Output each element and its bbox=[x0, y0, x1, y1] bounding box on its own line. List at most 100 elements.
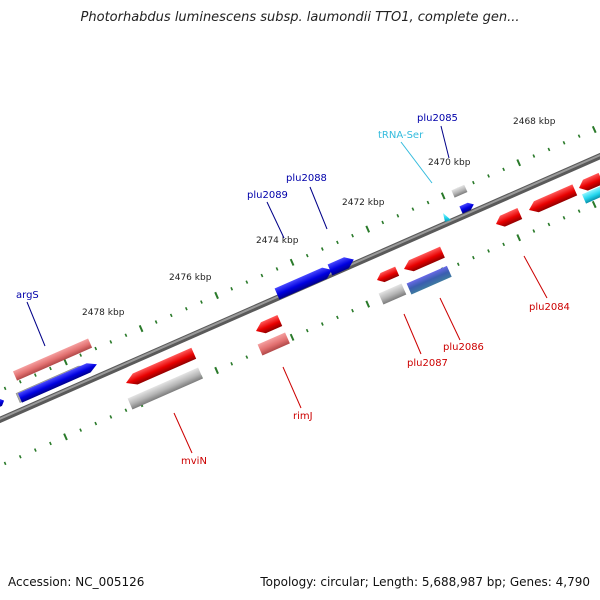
major-tick bbox=[289, 333, 295, 341]
trna-ser-arrow[interactable] bbox=[443, 213, 451, 222]
minor-tick bbox=[33, 448, 37, 452]
gene-label-rimJ[interactable]: rimJ bbox=[293, 411, 313, 422]
major-tick bbox=[591, 125, 597, 134]
gene-arrow-plu2089[interactable] bbox=[274, 264, 335, 300]
outer-scale-ticks bbox=[3, 125, 597, 391]
minor-tick bbox=[411, 207, 415, 211]
minor-tick bbox=[547, 222, 551, 227]
minor-tick bbox=[487, 174, 490, 178]
major-tick bbox=[214, 291, 219, 300]
minor-tick bbox=[94, 421, 98, 426]
minor-tick bbox=[532, 229, 536, 233]
minor-tick bbox=[562, 215, 566, 220]
gene-arrow-red[interactable] bbox=[402, 246, 445, 275]
gene-arrow-cyan[interactable] bbox=[581, 186, 600, 204]
minor-tick bbox=[275, 267, 279, 271]
minor-tick bbox=[472, 255, 475, 260]
minor-tick bbox=[487, 249, 490, 253]
major-tick bbox=[516, 234, 522, 242]
minor-tick bbox=[94, 346, 98, 351]
scale-label-2468: 2468 kbp bbox=[513, 117, 556, 127]
gene-arrow-plu2085[interactable] bbox=[459, 201, 475, 214]
minor-tick bbox=[3, 386, 7, 391]
accession-text: Accession: NC_005126 bbox=[8, 575, 145, 589]
minor-tick bbox=[532, 154, 536, 158]
gene-arrow-plu2088[interactable] bbox=[327, 254, 357, 276]
gene-label-plu2089[interactable]: plu2089 bbox=[247, 190, 288, 201]
minor-tick bbox=[502, 242, 506, 247]
minor-tick bbox=[33, 373, 37, 377]
minor-tick bbox=[200, 300, 203, 304]
minor-tick bbox=[109, 340, 113, 344]
scale-label-2472: 2472 kbp bbox=[342, 198, 385, 208]
minor-tick bbox=[426, 200, 430, 205]
gene-arrow-plu2087[interactable] bbox=[375, 266, 400, 285]
minor-tick bbox=[169, 313, 173, 318]
map-title: Photorhabdus luminescens subsp. laumondi… bbox=[80, 10, 520, 25]
minor-tick bbox=[49, 366, 52, 371]
major-tick bbox=[516, 159, 522, 167]
gene-label-plu2087[interactable]: plu2087 bbox=[407, 358, 448, 369]
minor-tick bbox=[184, 306, 188, 311]
major-tick bbox=[365, 225, 371, 233]
minor-tick bbox=[109, 415, 113, 419]
minor-tick bbox=[320, 322, 324, 326]
minor-tick bbox=[260, 273, 264, 278]
gene-arrow-red[interactable] bbox=[527, 184, 578, 215]
minor-tick bbox=[124, 333, 128, 338]
topology-summary: Topology: circular; Length: 5,688,987 bp… bbox=[260, 575, 590, 589]
gene-arrow[interactable] bbox=[17, 360, 99, 403]
minor-tick bbox=[320, 247, 324, 251]
gene-label-trna-ser[interactable]: tRNA-Ser bbox=[378, 130, 424, 141]
minor-tick bbox=[245, 280, 249, 284]
minor-tick bbox=[245, 355, 249, 359]
scale-label-2474: 2474 kbp bbox=[256, 236, 299, 246]
scale-label-2476: 2476 kbp bbox=[169, 273, 212, 283]
scale-label-2478: 2478 kbp bbox=[82, 308, 125, 318]
gene-label-plu2088[interactable]: plu2088 bbox=[286, 173, 327, 184]
forward-strand-genes bbox=[0, 184, 600, 409]
gene-arrow-plu2084[interactable] bbox=[494, 208, 523, 229]
gene-arrow[interactable] bbox=[0, 397, 6, 409]
minor-tick bbox=[18, 454, 22, 459]
gene-arrow-argS[interactable] bbox=[12, 338, 93, 381]
minor-tick bbox=[124, 408, 128, 413]
major-tick bbox=[289, 258, 295, 266]
major-tick bbox=[214, 366, 219, 375]
minor-tick bbox=[336, 240, 339, 245]
gene-arrow-plu2086[interactable] bbox=[406, 265, 452, 295]
minor-tick bbox=[79, 428, 83, 432]
gene-box-gray[interactable] bbox=[127, 367, 203, 410]
minor-tick bbox=[3, 461, 7, 466]
gene-box-gray[interactable] bbox=[451, 184, 468, 198]
minor-tick bbox=[562, 140, 566, 145]
gene-label-plu2085[interactable]: plu2085 bbox=[417, 113, 458, 124]
minor-tick bbox=[502, 167, 506, 172]
minor-tick bbox=[49, 441, 52, 446]
gene-arrow-red[interactable] bbox=[577, 172, 600, 194]
gene-box-pink[interactable] bbox=[257, 332, 290, 356]
major-tick bbox=[365, 300, 371, 308]
label-leaders bbox=[26, 125, 548, 454]
gene-labels: plu2085 tRNA-Ser plu2088 plu2089 argS pl… bbox=[16, 113, 570, 467]
minor-tick bbox=[381, 220, 385, 225]
gene-label-mviN[interactable]: mviN bbox=[181, 456, 207, 467]
minor-tick bbox=[472, 180, 475, 185]
major-tick bbox=[591, 200, 597, 209]
scale-labels: 2468 kbp 2470 kbp 2472 kbp 2474 kbp 2476… bbox=[82, 117, 556, 318]
gene-label-plu2084[interactable]: plu2084 bbox=[529, 302, 570, 313]
gene-arrow-mviN[interactable] bbox=[124, 347, 197, 389]
minor-tick bbox=[577, 134, 581, 138]
inner-scale-ticks bbox=[3, 200, 597, 466]
gene-box-gray[interactable] bbox=[378, 283, 407, 305]
minor-tick bbox=[305, 328, 309, 333]
minor-tick bbox=[351, 308, 354, 313]
minor-tick bbox=[351, 233, 354, 238]
scale-label-2470: 2470 kbp bbox=[428, 158, 471, 168]
minor-tick bbox=[79, 353, 83, 357]
gene-arrow-rimJ[interactable] bbox=[254, 315, 283, 336]
gene-label-plu2086[interactable]: plu2086 bbox=[443, 342, 484, 353]
gene-label-argS[interactable]: argS bbox=[16, 290, 39, 301]
major-tick bbox=[63, 433, 68, 441]
